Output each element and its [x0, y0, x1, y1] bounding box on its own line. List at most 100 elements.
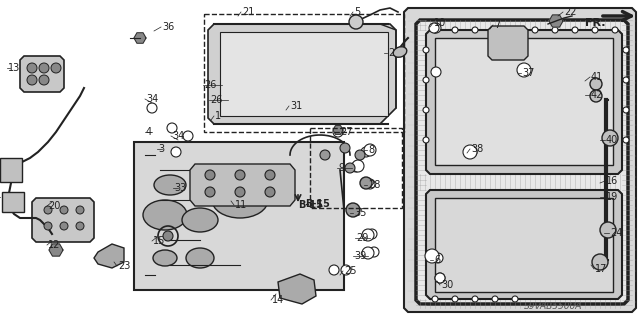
Circle shape [360, 177, 372, 189]
Text: 19: 19 [606, 192, 618, 202]
Polygon shape [426, 30, 622, 174]
Circle shape [433, 253, 443, 263]
Polygon shape [404, 8, 636, 312]
Circle shape [351, 162, 361, 172]
Text: 41: 41 [591, 72, 604, 82]
Circle shape [612, 27, 618, 33]
Circle shape [147, 103, 157, 113]
Text: 14: 14 [272, 295, 284, 305]
Circle shape [44, 222, 52, 230]
Circle shape [365, 179, 375, 189]
Circle shape [362, 229, 374, 241]
Polygon shape [278, 274, 316, 304]
Circle shape [355, 150, 365, 160]
Text: 15: 15 [153, 236, 165, 246]
Text: 26: 26 [210, 95, 222, 105]
Text: 39: 39 [354, 251, 366, 261]
Circle shape [452, 27, 458, 33]
Text: 25: 25 [344, 266, 356, 276]
Text: 6: 6 [434, 255, 440, 265]
Text: FR.: FR. [585, 18, 605, 28]
Text: 10: 10 [434, 18, 446, 28]
Circle shape [472, 27, 478, 33]
Ellipse shape [194, 175, 226, 195]
Circle shape [76, 206, 84, 214]
Circle shape [592, 254, 608, 270]
Circle shape [340, 143, 350, 153]
Circle shape [39, 63, 49, 73]
Circle shape [235, 187, 245, 197]
Circle shape [205, 187, 215, 197]
Ellipse shape [393, 47, 407, 57]
Circle shape [431, 67, 441, 77]
Circle shape [600, 222, 616, 238]
Circle shape [361, 147, 371, 157]
Circle shape [51, 63, 61, 73]
Polygon shape [416, 20, 628, 304]
Text: B-15: B-15 [298, 200, 323, 210]
Circle shape [423, 107, 429, 113]
Circle shape [329, 265, 339, 275]
Text: 21: 21 [242, 7, 254, 17]
Polygon shape [190, 164, 295, 206]
Bar [2, 192, 24, 212]
Circle shape [346, 203, 360, 217]
Circle shape [27, 63, 37, 73]
Polygon shape [435, 38, 613, 165]
Circle shape [623, 77, 629, 83]
Circle shape [623, 137, 629, 143]
Text: 33: 33 [174, 183, 186, 193]
Circle shape [27, 75, 37, 85]
Text: 28: 28 [368, 180, 380, 190]
Circle shape [341, 265, 351, 275]
Text: 26: 26 [204, 80, 216, 90]
Circle shape [572, 27, 578, 33]
Circle shape [435, 273, 445, 283]
Text: 4: 4 [146, 127, 152, 137]
Circle shape [452, 296, 458, 302]
Circle shape [60, 222, 68, 230]
Text: 29: 29 [356, 233, 369, 243]
Circle shape [472, 296, 478, 302]
Text: 37: 37 [522, 68, 534, 78]
Circle shape [435, 273, 445, 283]
Text: 27: 27 [340, 127, 353, 137]
Polygon shape [49, 244, 63, 256]
Circle shape [265, 187, 275, 197]
Circle shape [602, 130, 618, 146]
Text: B-15: B-15 [305, 199, 330, 209]
Circle shape [463, 145, 477, 159]
Bar [204, 14, 404, 132]
Text: 23: 23 [118, 261, 131, 271]
Text: 3: 3 [158, 144, 164, 154]
Text: 17: 17 [595, 264, 607, 274]
Circle shape [265, 170, 275, 180]
Polygon shape [549, 15, 563, 27]
Circle shape [345, 163, 355, 173]
Polygon shape [426, 190, 622, 299]
Circle shape [512, 27, 518, 33]
Text: 22: 22 [564, 7, 577, 17]
Circle shape [369, 247, 379, 257]
Text: 9: 9 [338, 163, 344, 173]
Text: 2: 2 [388, 48, 394, 58]
Text: 7: 7 [494, 20, 500, 30]
Polygon shape [32, 198, 94, 242]
Text: S9VAB5500A: S9VAB5500A [524, 302, 582, 311]
Polygon shape [435, 198, 613, 292]
Circle shape [423, 137, 429, 143]
Text: 13: 13 [8, 63, 20, 73]
Text: 31: 31 [290, 101, 302, 111]
Circle shape [283, 105, 293, 115]
Circle shape [167, 123, 177, 133]
Circle shape [429, 23, 439, 33]
Polygon shape [20, 56, 64, 92]
Circle shape [183, 131, 193, 141]
Circle shape [362, 247, 374, 259]
Circle shape [432, 296, 438, 302]
Circle shape [467, 147, 477, 157]
Polygon shape [94, 244, 124, 268]
Bar [0, 158, 22, 182]
Text: 5: 5 [354, 7, 360, 17]
Circle shape [512, 296, 518, 302]
